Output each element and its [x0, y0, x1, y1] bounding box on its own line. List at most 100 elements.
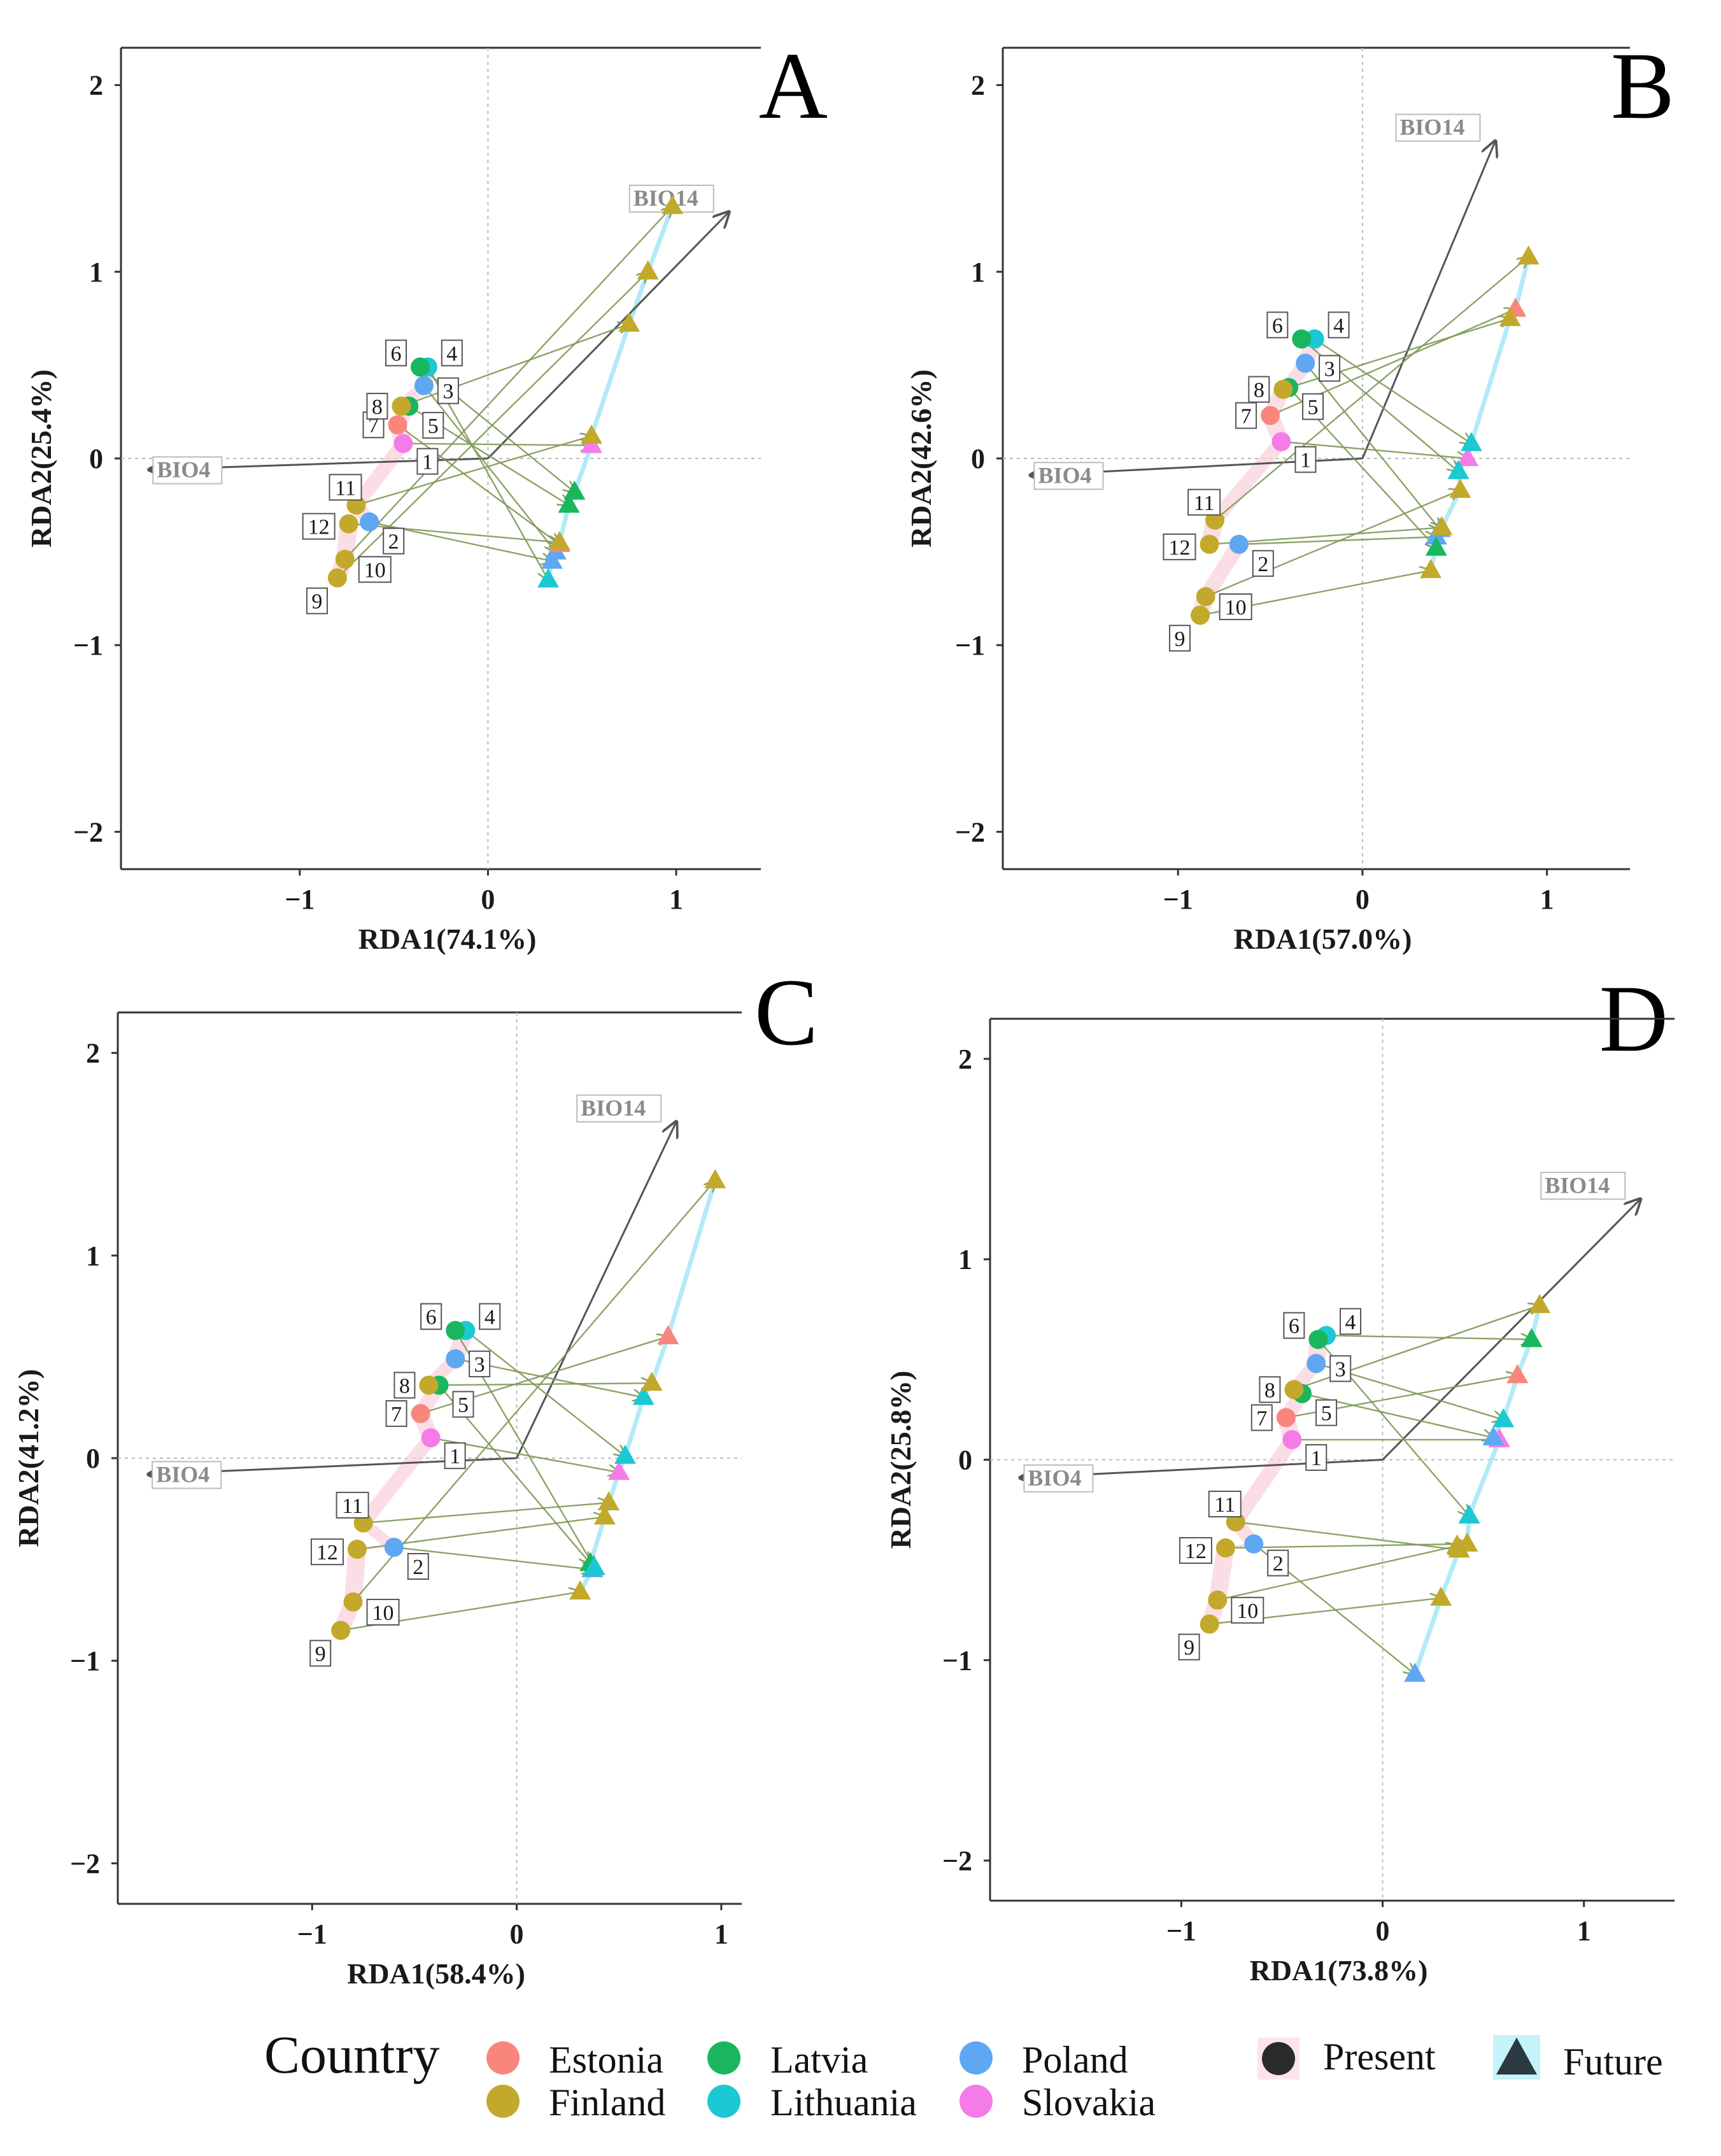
shift-arrow — [397, 424, 560, 544]
present-point — [392, 396, 411, 416]
y-tick-label: 1 — [86, 1240, 100, 1272]
present-point — [1271, 432, 1291, 451]
shift-arrow — [1214, 257, 1529, 521]
present-point — [1190, 606, 1210, 625]
y-tick-label: −2 — [73, 816, 103, 848]
site-label: 6 — [1272, 314, 1283, 337]
future-point — [1420, 558, 1442, 578]
site-label: 2 — [1257, 553, 1268, 576]
site-label-box — [479, 1303, 501, 1330]
future-point — [548, 530, 570, 550]
site-label: 4 — [1345, 1310, 1356, 1334]
site-label-box — [1259, 1376, 1281, 1403]
future-point — [580, 424, 602, 444]
x-tick-label: 1 — [669, 884, 683, 915]
present-hull — [1191, 339, 1324, 616]
site-label: 3 — [1335, 1358, 1346, 1381]
y-tick-label: 1 — [89, 257, 103, 288]
site-label: 11 — [1194, 492, 1215, 515]
future-point — [583, 1556, 606, 1575]
legend-label-estonia: Estonia — [549, 2039, 663, 2081]
site-label-box — [336, 1491, 369, 1519]
site-label: 10 — [1225, 596, 1247, 620]
site-label-box — [420, 1303, 443, 1330]
site-label: 10 — [364, 558, 386, 582]
future-point — [593, 1505, 616, 1525]
site-label-box — [1267, 1549, 1289, 1577]
site-label: 11 — [342, 1494, 363, 1518]
site-label: 9 — [1174, 627, 1185, 651]
y-tick-label: −2 — [955, 816, 985, 848]
present-point — [393, 434, 413, 453]
y-tick-label: −1 — [70, 1645, 100, 1677]
site-label-box — [407, 1553, 429, 1580]
present-point — [411, 1404, 430, 1423]
site-label: 7 — [1241, 405, 1252, 429]
site-label: 2 — [388, 530, 399, 554]
site-label: 1 — [450, 1445, 460, 1468]
future-point — [1520, 1328, 1543, 1347]
biplot-label-box — [1395, 113, 1481, 142]
site-label-box — [1231, 1596, 1264, 1624]
site-label: 2 — [413, 1556, 423, 1579]
x-tick-label: 0 — [481, 884, 495, 915]
y-tick-label: 2 — [89, 70, 103, 101]
site-label: 3 — [474, 1353, 485, 1377]
site-label: 7 — [1256, 1407, 1267, 1430]
future-point — [662, 195, 684, 215]
future-point — [641, 1372, 663, 1391]
future-point — [608, 1461, 630, 1480]
future-point — [558, 493, 580, 513]
present-point — [335, 550, 355, 569]
present-point — [1200, 534, 1219, 554]
future-point — [563, 480, 586, 500]
site-label: 12 — [1185, 1540, 1207, 1563]
y-tick-label: 2 — [958, 1044, 972, 1075]
legend-swatch-finland — [486, 2085, 520, 2118]
y-axis-label: RDA2(25.4%) — [25, 369, 57, 548]
site-label: 9 — [1184, 1636, 1194, 1660]
present-point — [1215, 1538, 1235, 1557]
site-label-box — [1187, 488, 1221, 516]
y-tick-label: −1 — [955, 630, 985, 661]
legend-swatch-lithuania — [707, 2085, 740, 2118]
future-point — [1517, 245, 1540, 265]
y-tick-label: 0 — [89, 443, 103, 474]
legend-swatch-slovakia — [960, 2085, 993, 2118]
y-axis-label: RDA2(25.8%) — [884, 1371, 917, 1549]
x-axis-label: RDA1(73.8%) — [1250, 1954, 1428, 1987]
site-label-box — [1328, 311, 1350, 339]
shift-arrow — [423, 385, 556, 552]
future-point — [1425, 536, 1447, 556]
site-label-box — [1266, 311, 1289, 339]
future-point — [1499, 307, 1521, 327]
present-point — [1200, 1614, 1219, 1634]
y-tick-label: 2 — [86, 1038, 100, 1069]
y-tick-label: 0 — [971, 443, 985, 474]
site-label-box — [1178, 1633, 1200, 1661]
shift-arrow — [348, 523, 560, 543]
future-point — [1529, 1294, 1551, 1314]
panel-letter: A — [759, 33, 828, 139]
site-label: 12 — [1168, 536, 1190, 560]
biplot-label-box — [1033, 462, 1104, 490]
future-point — [1506, 1364, 1529, 1384]
site-label-box — [1219, 593, 1252, 620]
biplot-label-box — [152, 456, 223, 485]
site-label: 9 — [311, 590, 322, 614]
site-label: 8 — [1264, 1379, 1275, 1402]
site-label-box — [302, 513, 336, 540]
site-label-box — [1235, 402, 1257, 429]
site-label: 6 — [390, 342, 401, 365]
shift-arrow — [1314, 338, 1471, 443]
legend-label-future: Future — [1563, 2041, 1663, 2083]
site-label-box — [1340, 1308, 1362, 1335]
site-label-box — [416, 448, 439, 475]
present-point — [384, 1538, 404, 1557]
site-label: 4 — [485, 1306, 495, 1330]
legend-title: Country — [264, 2025, 439, 2085]
future-line — [546, 205, 675, 581]
site-label-box — [366, 392, 388, 420]
legend-label-present: Present — [1323, 2036, 1436, 2078]
